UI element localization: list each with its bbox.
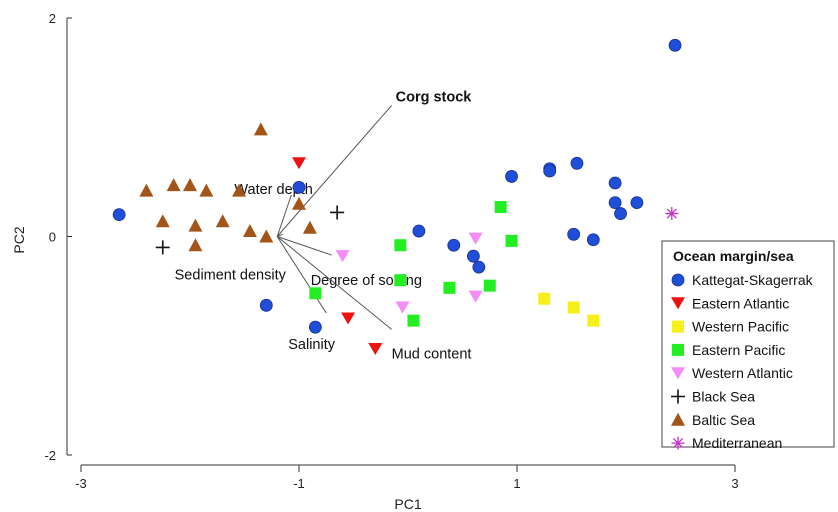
point-baltic-sea [302, 220, 317, 234]
vector-line [276, 236, 392, 330]
point-western-atlantic [468, 232, 483, 245]
point-western-atlantic [335, 250, 350, 263]
point-kattegat-skagerrak [447, 238, 461, 252]
point-eastern-pacific [394, 274, 407, 287]
legend-entry-western-pacific: Western Pacific [692, 319, 789, 335]
legend-box [661, 240, 835, 448]
vector-line [277, 236, 332, 256]
point-baltic-sea [139, 183, 154, 197]
point-kattegat-skagerrak [608, 176, 622, 190]
point-baltic-sea [253, 122, 268, 136]
point-kattegat-skagerrak [292, 180, 306, 194]
point-kattegat-skagerrak [259, 298, 273, 312]
legend-marker-mediterranean [671, 436, 685, 450]
point-mediterranean [665, 207, 679, 221]
y-tick-label: 2 [49, 11, 56, 26]
point-eastern-pacific [394, 239, 407, 252]
vector-label: Degree of sorting [311, 273, 422, 289]
legend: Ocean margin/sea Kattegat-Skagerrak Easter… [661, 240, 835, 451]
point-kattegat-skagerrak [668, 38, 682, 52]
x-tick-label: 3 [731, 476, 738, 491]
legend-entry-kattegat-skagerrak: Kattegat-Skagerrak [692, 272, 814, 288]
axes: -2 0 2 -3 -1 1 3 PC1 PC2 [11, 11, 739, 512]
point-eastern-pacific [494, 201, 507, 214]
point-eastern-atlantic [292, 157, 306, 170]
point-kattegat-skagerrak [608, 196, 622, 210]
vector-label: Sediment density [175, 267, 287, 283]
vector-line [277, 233, 283, 237]
point-kattegat-skagerrak [570, 156, 584, 170]
legend-entry-mediterranean: Mediterranean [692, 435, 782, 451]
x-tick-label: -1 [293, 476, 305, 491]
point-baltic-sea [188, 218, 203, 232]
legend-marker-baltic-sea [671, 412, 685, 426]
point-eastern-pacific [483, 279, 496, 292]
vector-line [276, 105, 393, 237]
point-kattegat-skagerrak [308, 320, 322, 334]
point-eastern-pacific [407, 314, 420, 327]
x-axis-title: PC1 [394, 496, 421, 512]
x-tick-label: 1 [513, 476, 520, 491]
point-baltic-sea [232, 183, 247, 197]
point-western-pacific [538, 292, 551, 305]
vector-label: Salinity [288, 337, 335, 353]
legend-entry-baltic-sea: Baltic Sea [692, 412, 755, 428]
point-kattegat-skagerrak [472, 260, 486, 274]
y-tick-label: -2 [44, 448, 56, 463]
point-kattegat-skagerrak [567, 227, 581, 241]
legend-marker-eastern-atlantic [671, 297, 685, 310]
point-kattegat-skagerrak [586, 233, 600, 247]
point-western-atlantic [395, 301, 410, 314]
point-baltic-sea [292, 196, 306, 210]
y-axis-title: PC2 [11, 226, 27, 253]
legend-marker-kattegat-skagerrak [671, 273, 685, 287]
vector-label: Corg stock [396, 89, 473, 105]
point-baltic-sea [215, 214, 230, 228]
point-kattegat-skagerrak [630, 196, 644, 210]
point-baltic-sea [242, 224, 257, 238]
legend-entry-black-sea: Black Sea [692, 389, 755, 405]
point-black-sea [330, 205, 345, 220]
point-baltic-sea [199, 183, 214, 197]
point-baltic-sea [259, 229, 274, 243]
point-eastern-pacific [443, 281, 456, 294]
vector-label: Mud content [392, 346, 472, 362]
point-kattegat-skagerrak [412, 224, 426, 238]
y-tick-label: 0 [49, 230, 56, 245]
legend-entry-eastern-pacific: Eastern Pacific [692, 342, 785, 358]
legend-title: Ocean margin/sea [673, 248, 794, 264]
point-baltic-sea [183, 178, 197, 192]
point-eastern-pacific [505, 234, 518, 247]
point-kattegat-skagerrak [614, 207, 627, 220]
point-eastern-atlantic [368, 343, 383, 356]
point-kattegat-skagerrak [112, 208, 126, 222]
point-eastern-pacific [309, 287, 322, 300]
point-black-sea [155, 240, 170, 255]
legend-marker-western-pacific [672, 320, 684, 333]
legend-marker-eastern-pacific [672, 343, 684, 356]
legend-marker-black-sea [671, 389, 685, 404]
point-western-pacific [587, 314, 600, 327]
x-tick-label: -3 [75, 476, 87, 491]
point-kattegat-skagerrak [466, 249, 480, 263]
vector-line [276, 194, 292, 237]
point-baltic-sea [155, 214, 170, 228]
point-eastern-atlantic [341, 312, 356, 325]
data-points [112, 38, 682, 356]
legend-marker-western-atlantic [671, 367, 685, 380]
point-kattegat-skagerrak [505, 170, 518, 183]
point-western-atlantic [468, 290, 483, 303]
legend-entry-western-atlantic: Western Atlantic [692, 365, 793, 381]
vector-line [276, 236, 327, 314]
point-baltic-sea [188, 238, 203, 252]
point-baltic-sea [166, 178, 181, 192]
point-kattegat-skagerrak [543, 164, 557, 178]
legend-entry-eastern-atlantic: Eastern Atlantic [692, 295, 789, 311]
point-western-pacific [567, 301, 580, 314]
